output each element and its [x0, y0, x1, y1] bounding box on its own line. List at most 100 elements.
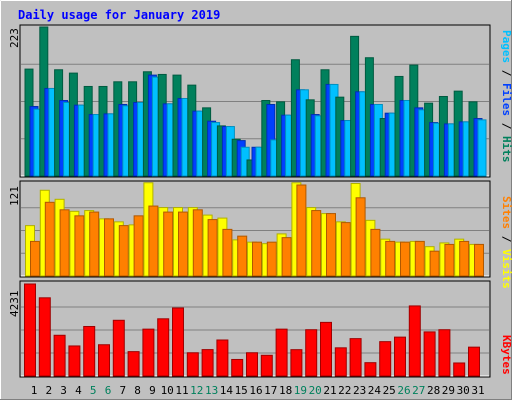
bar-sites-day-2 — [44, 201, 55, 277]
day-label-31: 31 — [471, 384, 484, 397]
bar-sites-day-7 — [118, 225, 129, 277]
bar-kbytes-day-16 — [246, 352, 258, 377]
day-label-10: 10 — [161, 384, 174, 397]
bar-sites-day-15 — [237, 235, 248, 277]
bar-kbytes-day-18 — [275, 328, 288, 377]
bar-sites-day-29 — [444, 243, 455, 277]
bar-sites-day-11 — [178, 211, 188, 277]
legend-sites: Sites — [500, 196, 512, 229]
day-label-9: 9 — [149, 384, 156, 397]
bar-sites-day-6 — [104, 218, 114, 277]
day-label-3: 3 — [60, 384, 67, 397]
kbytes-panel: 4231 KBytes — [8, 280, 512, 378]
day-label-14: 14 — [220, 384, 234, 397]
bar-sites-day-9 — [148, 205, 159, 277]
day-label-15: 15 — [235, 384, 248, 397]
bar-kbytes-day-25 — [379, 341, 392, 377]
bar-sites-day-14 — [222, 228, 233, 277]
bar-kbytes-day-6 — [98, 344, 110, 377]
day-label-19: 19 — [294, 384, 307, 397]
day-label-23: 23 — [353, 384, 366, 397]
day-label-29: 29 — [442, 384, 455, 397]
bar-kbytes-day-28 — [423, 331, 436, 377]
bar-sites-day-30 — [459, 240, 470, 277]
bar-sites-day-3 — [59, 209, 70, 277]
bar-kbytes-day-1 — [24, 283, 36, 377]
bar-sites-day-10 — [163, 211, 174, 277]
day-labels: 1 2 3 4 5 6 7 8 9 10 11 12 13 14 15 16 17 18 19 20 21 22 23 24 2… — [31, 384, 485, 397]
bar-kbytes-day-22 — [334, 347, 347, 377]
bar-sites-day-31 — [474, 243, 484, 277]
legend-pages: Pages — [500, 30, 512, 63]
chart-title: Daily usage for January 2019 — [18, 8, 220, 22]
legend-files: Files — [500, 83, 512, 116]
day-label-12: 12 — [190, 384, 203, 397]
day-label-8: 8 — [134, 384, 141, 397]
bar-kbytes-day-24 — [364, 362, 377, 377]
day-label-22: 22 — [338, 384, 351, 397]
bar-kbytes-day-27 — [408, 305, 421, 377]
bar-kbytes-day-3 — [53, 334, 66, 377]
legend-text: KBytes — [500, 335, 512, 375]
day-label-21: 21 — [323, 384, 336, 397]
legend-visits: Visits — [500, 249, 512, 289]
bar-kbytes-day-8 — [127, 351, 140, 377]
day-label-1: 1 — [31, 384, 38, 397]
bar-kbytes-day-30 — [453, 362, 466, 377]
bar-kbytes-day-2 — [38, 297, 51, 377]
bar-kbytes-day-11 — [172, 307, 184, 377]
day-label-27: 27 — [412, 384, 425, 397]
day-label-20: 20 — [309, 384, 322, 397]
legend-text: Pages / Files / Hits — [500, 30, 512, 163]
bar-sites-day-23 — [355, 197, 366, 277]
bar-sites-day-25 — [385, 240, 396, 277]
bar-kbytes-day-21 — [320, 321, 332, 377]
day-label-17: 17 — [264, 384, 277, 397]
legend-separator: / — [500, 229, 512, 249]
bar-kbytes-day-31 — [468, 346, 480, 377]
bar-sites-day-27 — [414, 240, 425, 277]
day-label-7: 7 — [119, 384, 126, 397]
visits-sites-bars — [25, 182, 484, 277]
kbytes-bars — [24, 283, 480, 377]
day-label-6: 6 — [105, 384, 112, 397]
kbytes-ymax-label: 4231 — [8, 291, 21, 318]
bar-kbytes-day-9 — [142, 328, 155, 377]
legend-text: Sites / Visits — [500, 196, 512, 289]
kbytes-legend: KBytes — [500, 335, 512, 375]
day-label-16: 16 — [249, 384, 262, 397]
bar-kbytes-day-7 — [112, 319, 125, 377]
bar-kbytes-day-14 — [216, 339, 229, 377]
bar-sites-day-21 — [326, 213, 336, 277]
bar-kbytes-day-17 — [260, 354, 273, 377]
bar-sites-day-1 — [30, 240, 40, 277]
bar-sites-day-13 — [207, 219, 218, 277]
bar-sites-day-5 — [89, 211, 100, 277]
bar-sites-day-18 — [281, 237, 292, 277]
day-label-5: 5 — [90, 384, 97, 397]
hits-files-pages-bars — [24, 26, 487, 177]
visits-sites-panel: 121 Sites / Visits — [8, 180, 512, 289]
day-label-13: 13 — [205, 384, 218, 397]
legend-separator: / — [500, 116, 512, 136]
bar-kbytes-day-26 — [394, 336, 406, 377]
day-label-26: 26 — [397, 384, 410, 397]
bar-sites-day-26 — [400, 241, 410, 277]
bar-kbytes-day-20 — [305, 329, 318, 377]
bar-sites-day-17 — [266, 241, 277, 277]
day-label-11: 11 — [175, 384, 188, 397]
bar-sites-day-28 — [429, 250, 440, 277]
day-label-18: 18 — [279, 384, 292, 397]
bar-kbytes-day-23 — [349, 338, 362, 377]
bar-kbytes-day-5 — [83, 325, 96, 377]
day-label-25: 25 — [383, 384, 396, 397]
bar-sites-day-24 — [370, 228, 381, 277]
bar-sites-day-4 — [74, 215, 85, 277]
legend-hits: Hits — [500, 136, 512, 163]
visits-sites-legend: Sites / Visits — [500, 196, 512, 289]
bar-sites-day-12 — [192, 209, 203, 277]
bar-kbytes-day-12 — [186, 352, 199, 377]
bar-sites-day-19 — [296, 184, 307, 277]
bar-kbytes-day-29 — [438, 329, 451, 377]
